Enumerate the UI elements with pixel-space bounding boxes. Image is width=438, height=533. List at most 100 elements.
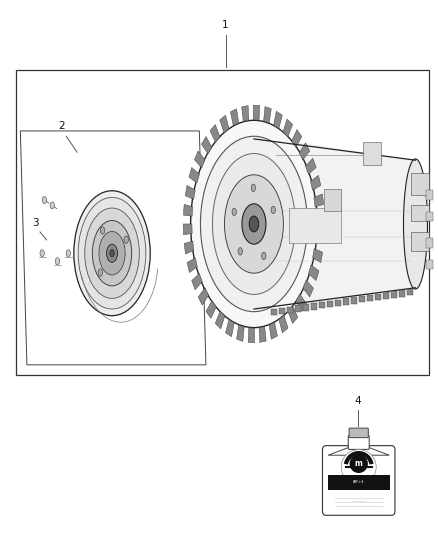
Polygon shape <box>313 249 323 263</box>
Bar <box>272 309 277 316</box>
Polygon shape <box>237 325 244 341</box>
Bar <box>407 289 413 295</box>
Ellipse shape <box>100 227 105 234</box>
Bar <box>336 300 341 306</box>
Ellipse shape <box>271 206 276 214</box>
Ellipse shape <box>232 208 237 215</box>
Polygon shape <box>220 115 229 133</box>
Ellipse shape <box>212 154 295 294</box>
Bar <box>328 475 390 490</box>
Ellipse shape <box>201 136 307 312</box>
Text: m: m <box>355 459 363 468</box>
Ellipse shape <box>66 250 71 257</box>
Text: 4: 4 <box>354 396 361 406</box>
Text: 3: 3 <box>32 217 39 228</box>
FancyBboxPatch shape <box>348 435 369 449</box>
Bar <box>289 208 341 243</box>
FancyBboxPatch shape <box>349 428 368 438</box>
FancyBboxPatch shape <box>322 446 395 515</box>
Ellipse shape <box>251 184 255 191</box>
Polygon shape <box>201 136 212 154</box>
Polygon shape <box>315 232 325 244</box>
Polygon shape <box>230 109 239 126</box>
Bar <box>426 238 433 248</box>
Ellipse shape <box>78 197 146 309</box>
Polygon shape <box>279 315 288 333</box>
Bar <box>411 205 428 221</box>
Polygon shape <box>303 280 314 297</box>
Polygon shape <box>184 241 194 254</box>
Ellipse shape <box>40 250 44 257</box>
Polygon shape <box>311 175 321 190</box>
Bar <box>328 301 333 307</box>
Bar <box>426 212 433 221</box>
Polygon shape <box>274 111 283 128</box>
Text: ATF+4: ATF+4 <box>353 480 364 484</box>
Text: ___________: ___________ <box>351 498 366 503</box>
Ellipse shape <box>350 455 368 473</box>
Bar <box>411 232 428 251</box>
Polygon shape <box>192 273 202 290</box>
Polygon shape <box>187 258 198 272</box>
Bar <box>343 298 349 305</box>
Bar <box>360 296 365 302</box>
Ellipse shape <box>261 252 266 260</box>
Polygon shape <box>198 288 208 305</box>
Ellipse shape <box>98 269 102 276</box>
Polygon shape <box>226 319 234 337</box>
Bar <box>324 189 341 211</box>
Polygon shape <box>283 119 293 137</box>
Ellipse shape <box>341 450 376 484</box>
Bar <box>426 260 433 269</box>
Polygon shape <box>189 167 199 183</box>
Bar <box>319 302 325 308</box>
Polygon shape <box>328 447 389 455</box>
Bar <box>16 70 428 375</box>
Polygon shape <box>210 125 220 142</box>
Text: 2: 2 <box>59 122 65 132</box>
Ellipse shape <box>124 236 128 244</box>
Ellipse shape <box>110 249 114 257</box>
Ellipse shape <box>92 221 132 286</box>
Polygon shape <box>215 311 225 329</box>
Ellipse shape <box>242 204 266 244</box>
Polygon shape <box>253 105 260 120</box>
Polygon shape <box>299 143 310 160</box>
Polygon shape <box>264 107 271 123</box>
Polygon shape <box>296 294 306 311</box>
Polygon shape <box>314 194 324 207</box>
Bar <box>295 305 301 312</box>
Polygon shape <box>248 328 254 343</box>
Polygon shape <box>308 265 319 280</box>
Polygon shape <box>292 130 302 147</box>
Polygon shape <box>194 151 205 168</box>
Polygon shape <box>259 327 266 342</box>
Ellipse shape <box>99 231 125 275</box>
Bar <box>351 297 357 304</box>
Bar <box>287 306 293 313</box>
Polygon shape <box>20 131 206 365</box>
Polygon shape <box>276 139 416 309</box>
Polygon shape <box>316 213 325 224</box>
Ellipse shape <box>238 248 242 255</box>
Bar <box>426 190 433 200</box>
Polygon shape <box>288 305 298 324</box>
Ellipse shape <box>249 216 259 232</box>
Bar <box>311 303 317 310</box>
Ellipse shape <box>50 202 54 209</box>
Bar <box>304 304 309 311</box>
Bar <box>392 292 397 298</box>
Polygon shape <box>269 322 277 339</box>
Text: 1: 1 <box>222 20 229 30</box>
Ellipse shape <box>55 258 60 265</box>
Bar <box>279 308 285 314</box>
Ellipse shape <box>42 197 46 204</box>
Bar <box>363 142 381 165</box>
Ellipse shape <box>191 120 317 328</box>
Ellipse shape <box>74 191 150 316</box>
Ellipse shape <box>85 208 139 298</box>
Polygon shape <box>206 301 216 318</box>
Polygon shape <box>306 158 316 174</box>
Bar <box>383 293 389 299</box>
Bar <box>367 295 373 301</box>
